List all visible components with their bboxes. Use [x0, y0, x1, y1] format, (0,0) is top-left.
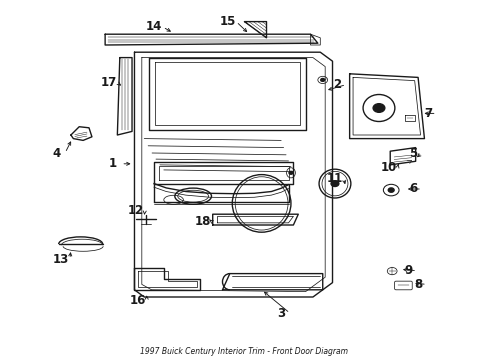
Circle shape — [330, 181, 338, 186]
Text: 18: 18 — [194, 215, 211, 228]
Text: 1997 Buick Century Interior Trim - Front Door Diagram: 1997 Buick Century Interior Trim - Front… — [140, 346, 348, 356]
Text: 15: 15 — [219, 15, 235, 28]
Circle shape — [372, 104, 384, 112]
Text: 3: 3 — [277, 307, 285, 320]
Text: 16: 16 — [129, 294, 146, 307]
Text: 4: 4 — [52, 147, 60, 159]
Text: 5: 5 — [408, 147, 416, 159]
Text: 10: 10 — [380, 161, 396, 174]
Text: 11: 11 — [326, 172, 343, 185]
Text: 6: 6 — [408, 183, 416, 195]
Text: 12: 12 — [127, 204, 144, 217]
Circle shape — [288, 171, 292, 174]
Text: 7: 7 — [423, 107, 431, 120]
Text: 9: 9 — [404, 264, 411, 277]
Text: 14: 14 — [145, 21, 162, 33]
Text: 17: 17 — [100, 76, 117, 89]
Circle shape — [320, 78, 324, 81]
Text: 13: 13 — [53, 253, 69, 266]
Text: 1: 1 — [108, 157, 116, 170]
Circle shape — [387, 188, 393, 192]
Text: 8: 8 — [413, 278, 421, 291]
Text: 2: 2 — [333, 78, 341, 91]
